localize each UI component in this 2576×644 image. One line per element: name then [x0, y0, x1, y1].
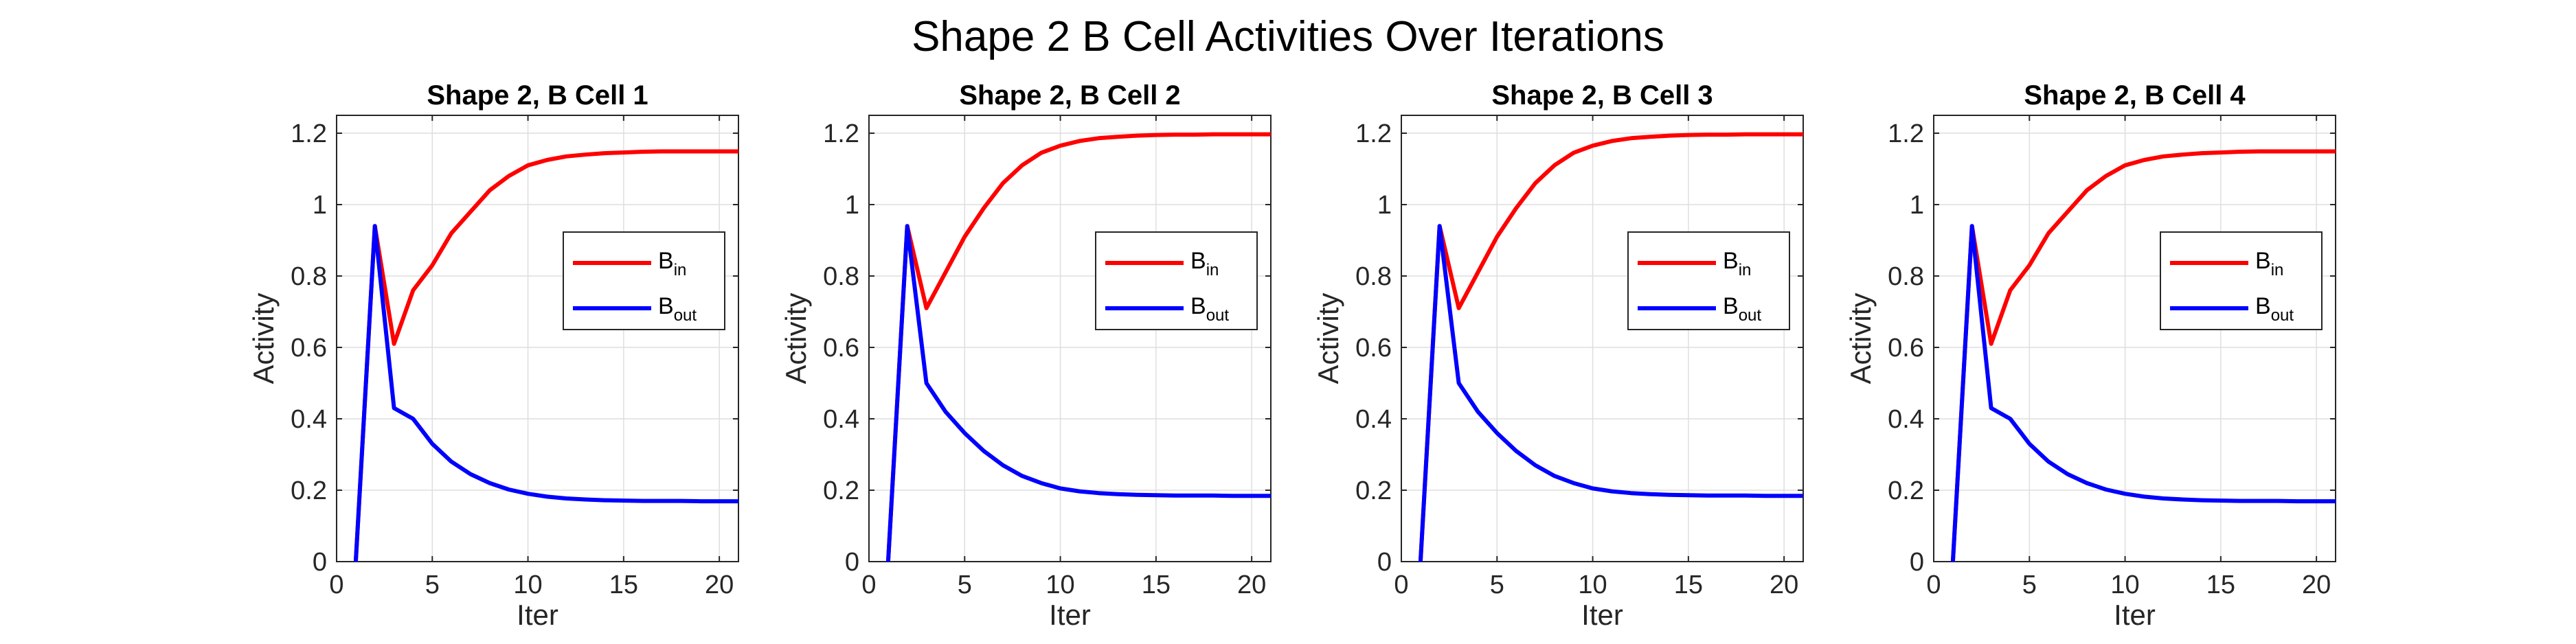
x-tick-label: 10	[2110, 571, 2139, 599]
x-tick-label: 10	[1578, 571, 1607, 599]
x-tick-label: 0	[861, 571, 876, 599]
y-tick-label: 0.2	[1355, 476, 1392, 505]
series-line-b-in	[885, 132, 1271, 562]
legend-box	[563, 231, 725, 330]
y-tick-label: 1.2	[823, 119, 859, 148]
y-tick-label: 0.2	[823, 476, 859, 505]
y-tick-label: 0.6	[1888, 334, 1924, 363]
plot-frame	[1933, 115, 2336, 562]
legend-label: Bin	[658, 248, 686, 279]
y-tick-label: 0.2	[291, 476, 327, 505]
chart-panel-1: 0 5 10 15 20 0 0.2 0.4 0.6 0.8 1 1.2 Iter Activity Sha…	[247, 80, 739, 631]
legend-box	[1095, 231, 1258, 330]
y-axis-label: Activity	[780, 292, 812, 384]
y-tick-label: 1	[1910, 191, 1924, 220]
y-tick-label: 0.4	[291, 405, 327, 434]
series-line-b-out	[353, 224, 738, 562]
legend-label: Bout	[1190, 293, 1229, 325]
x-axis-label: Iter	[1049, 599, 1091, 631]
y-tick-label: 1.2	[291, 119, 327, 148]
legend-label: Bin	[1190, 248, 1219, 279]
y-tick-label: 0.6	[291, 334, 327, 363]
x-tick-label: 0	[1394, 571, 1408, 599]
y-axis-label: Activity	[1312, 292, 1344, 384]
x-tick-label: 0	[1926, 571, 1941, 599]
series-line-b-in	[1950, 149, 2336, 562]
legend-label: Bin	[1723, 248, 1751, 279]
plot-frame	[868, 115, 1272, 562]
legend-label: Bin	[2255, 248, 2283, 279]
y-axis-label: Activity	[247, 292, 280, 384]
panel-title: Shape 2, B Cell 3	[1491, 80, 1713, 111]
panel-title: Shape 2, B Cell 4	[2024, 80, 2246, 111]
y-tick-label: 0.8	[1355, 262, 1392, 291]
x-tick-label: 5	[2022, 571, 2037, 599]
series-line-b-in	[1418, 132, 1803, 562]
x-tick-label: 15	[1142, 571, 1171, 599]
y-tick-label: 0.4	[823, 405, 859, 434]
x-tick-label: 15	[1674, 571, 1703, 599]
chart-panel-2: 0 5 10 15 20 0 0.2 0.4 0.6 0.8 1 1.2 Iter Activity Sha…	[780, 80, 1272, 631]
legend-label: Bout	[1723, 293, 1761, 325]
y-tick-label: 0.4	[1355, 405, 1392, 434]
legend-box	[1627, 231, 1790, 330]
x-tick-label: 10	[1046, 571, 1074, 599]
x-tick-label: 5	[1490, 571, 1504, 599]
plot-frame	[1401, 115, 1804, 562]
x-tick-label: 5	[425, 571, 440, 599]
x-axis-label: Iter	[1581, 599, 1623, 631]
y-tick-label: 0	[1910, 548, 1924, 577]
x-tick-label: 5	[958, 571, 972, 599]
series-line-b-in	[353, 149, 738, 562]
y-tick-label: 0.2	[1888, 476, 1924, 505]
y-tick-label: 0	[313, 548, 327, 577]
panel-title: Shape 2, B Cell 1	[427, 80, 648, 111]
y-tick-label: 0	[845, 548, 859, 577]
chart-panel-3: 0 5 10 15 20 0 0.2 0.4 0.6 0.8 1 1.2 Iter Activity Sha…	[1312, 80, 1804, 631]
x-tick-label: 15	[2206, 571, 2235, 599]
series-line-b-out	[1418, 224, 1803, 562]
legend-label: Bout	[2255, 293, 2294, 325]
y-tick-label: 0	[1377, 548, 1392, 577]
y-tick-label: 1	[1377, 191, 1392, 220]
y-tick-label: 1.2	[1355, 119, 1392, 148]
panel-title: Shape 2, B Cell 2	[959, 80, 1180, 111]
x-tick-label: 20	[1770, 571, 1798, 599]
y-tick-label: 0.4	[1888, 405, 1924, 434]
x-axis-label: Iter	[517, 599, 558, 631]
x-tick-label: 10	[513, 571, 542, 599]
y-tick-label: 0.8	[823, 262, 859, 291]
chart-panel-4: 0 5 10 15 20 0 0.2 0.4 0.6 0.8 1 1.2 Iter Activity Sha…	[1844, 80, 2336, 631]
y-tick-label: 1.2	[1888, 119, 1924, 148]
y-axis-label: Activity	[1844, 292, 1877, 384]
x-tick-label: 20	[1237, 571, 1266, 599]
y-tick-label: 1	[313, 191, 327, 220]
series-line-b-out	[885, 224, 1271, 562]
x-tick-label: 20	[705, 571, 734, 599]
series-line-b-out	[1950, 224, 2336, 562]
y-tick-label: 0.6	[823, 334, 859, 363]
legend-box	[2160, 231, 2323, 330]
plot-frame	[336, 115, 739, 562]
x-tick-label: 0	[329, 571, 343, 599]
y-tick-label: 0.6	[1355, 334, 1392, 363]
y-tick-label: 0.8	[291, 262, 327, 291]
y-tick-label: 1	[845, 191, 859, 220]
y-tick-label: 0.8	[1888, 262, 1924, 291]
legend-label: Bout	[658, 293, 697, 325]
figure-title: Shape 2 B Cell Activities Over Iteration…	[912, 13, 1664, 60]
x-tick-label: 20	[2302, 571, 2331, 599]
x-tick-label: 15	[609, 571, 638, 599]
x-axis-label: Iter	[2114, 599, 2156, 631]
